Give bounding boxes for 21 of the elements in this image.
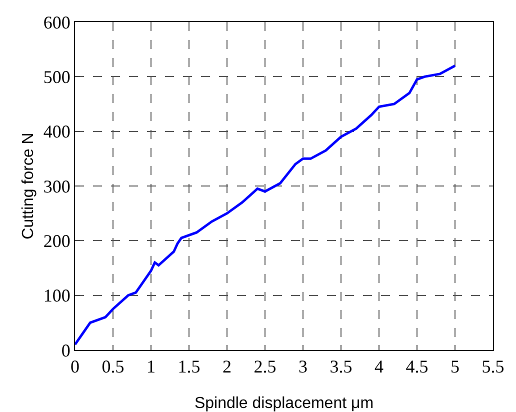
y-tick-label: 100 <box>43 286 70 306</box>
x-tick-label: 0.5 <box>102 356 124 377</box>
x-tick-label: 3.5 <box>330 356 352 377</box>
y-tick-label: 600 <box>43 12 70 32</box>
x-tick-label: 3 <box>298 356 308 377</box>
y-tick-label: 500 <box>43 66 70 87</box>
y-tick-label: 400 <box>43 122 70 142</box>
x-tick-label: 4 <box>374 356 384 377</box>
y-tick-label: 0 <box>61 340 70 360</box>
line-series <box>75 64 456 346</box>
y-axis-title: Cutting force N <box>20 132 37 240</box>
x-tick-label: 4.5 <box>406 356 428 377</box>
x-axis-title: Spindle displacement μm <box>194 395 374 412</box>
x-tick-label: 2.5 <box>254 356 276 377</box>
x-tick-label: 1.5 <box>178 356 200 377</box>
x-tick-label: 1 <box>146 356 156 377</box>
y-tick-label: 300 <box>43 176 70 196</box>
y-tick-label: 200 <box>43 230 70 251</box>
x-tick-label: 2 <box>222 356 232 377</box>
x-tick-label: 5.5 <box>482 356 504 377</box>
x-tick-label: 5 <box>450 356 460 377</box>
